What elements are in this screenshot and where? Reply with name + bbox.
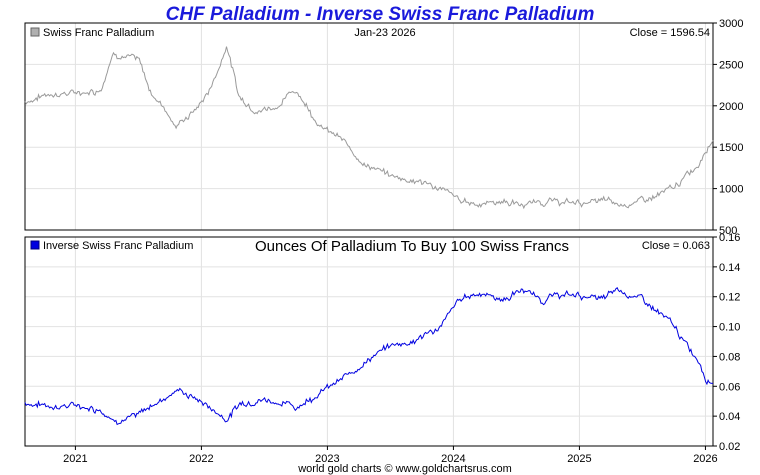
x-axis: 2021 2022 2023 2024 2025 2026 [63, 446, 718, 465]
top-y-tick-label-0: 500 [719, 225, 737, 237]
top-panel-frame [24, 22, 714, 231]
top-legend-label: Swiss Franc Palladium [43, 27, 154, 39]
x-tick-label-4: 2025 [567, 453, 591, 465]
x-tick-label-3: 2024 [441, 453, 465, 465]
bottom-panel-grid [25, 236, 713, 447]
bottom-panel-title: Ounces Of Palladium To Buy 100 Swiss Fra… [255, 238, 569, 255]
bottom-y-tick-label-6: 0.14 [719, 262, 740, 274]
x-tick-label-0: 2021 [63, 453, 87, 465]
bottom-y-tick-label-1: 0.04 [719, 411, 740, 423]
chart-title: CHF Palladium - Inverse Swiss Franc Pall… [166, 4, 595, 25]
top-y-tick-label-5: 3000 [719, 18, 743, 30]
top-y-tick-label-3: 2000 [719, 101, 743, 113]
x-tick-label-5: 2026 [693, 453, 717, 465]
top-series-line [24, 46, 714, 210]
top-y-tick-label-4: 2500 [719, 59, 743, 71]
bottom-y-tick-label-5: 0.12 [719, 292, 740, 304]
bottom-panel-frame [24, 236, 714, 447]
bottom-legend-label: Inverse Swiss Franc Palladium [43, 240, 193, 252]
bottom-close-label: Close = 0.063 [642, 240, 710, 252]
top-y-axis: 500 1000 1500 2000 2500 3000 [713, 18, 743, 237]
bottom-y-tick-label-4: 0.10 [719, 322, 740, 334]
top-close-label: Close = 1596.54 [630, 27, 710, 39]
bottom-y-axis: 0.02 0.04 0.06 0.08 0.10 0.12 0.14 0.16 [713, 232, 740, 453]
footer-credit: world gold charts © www.goldchartsrus.co… [297, 463, 512, 475]
bottom-legend-swatch [30, 240, 40, 250]
bottom-series-line [24, 287, 714, 426]
top-legend-swatch [30, 27, 40, 37]
bottom-y-tick-label-3: 0.08 [719, 351, 740, 363]
bottom-y-tick-label-7: 0.16 [719, 232, 740, 244]
top-y-tick-label-1: 1000 [719, 184, 743, 196]
x-tick-label-2: 2023 [315, 453, 339, 465]
x-tick-label-1: 2022 [189, 453, 213, 465]
bottom-y-tick-label-2: 0.06 [719, 381, 740, 393]
bottom-y-tick-label-0: 0.02 [719, 441, 740, 453]
top-y-tick-label-2: 1500 [719, 142, 743, 154]
top-date-label: Jan-23 2026 [354, 27, 415, 39]
